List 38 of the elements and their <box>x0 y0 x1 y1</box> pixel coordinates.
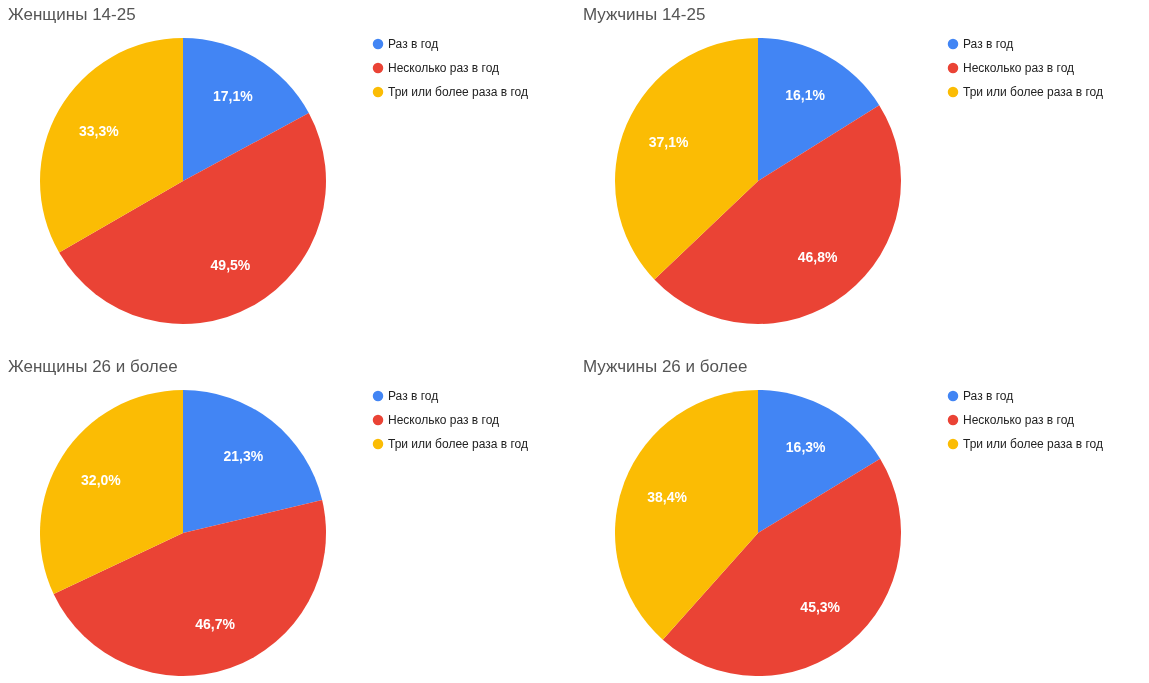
legend-label: Раз в год <box>388 389 439 403</box>
legend-label: Три или более раза в год <box>963 85 1104 99</box>
chart-title: Мужчины 14-25 <box>583 5 706 24</box>
pie-slice <box>59 113 326 324</box>
data-label: 38,4% <box>647 489 688 506</box>
legend-label: Несколько раз в год <box>388 413 500 427</box>
legend-label: Три или более раза в год <box>388 85 529 99</box>
data-label: 49,5% <box>210 256 251 273</box>
data-label: 37,1% <box>648 133 690 150</box>
data-label: 46,8% <box>797 248 838 265</box>
pie-slice <box>615 38 758 280</box>
legend-label: Несколько раз в год <box>388 61 500 75</box>
data-label: 16,1% <box>785 86 826 103</box>
chart-title: Мужчины 26 и более <box>583 357 748 376</box>
legend-label: Раз в год <box>963 389 1014 403</box>
pie-slice <box>615 390 758 640</box>
pie-slice <box>183 38 309 181</box>
data-label: 16,3% <box>785 439 827 456</box>
pie-slice <box>40 390 183 594</box>
data-label: 17,1% <box>212 88 254 105</box>
pie-slice <box>758 38 880 181</box>
legend-label: Несколько раз в год <box>963 61 1075 75</box>
pie-slice <box>183 390 323 533</box>
legend-label: Три или более раза в год <box>963 437 1104 451</box>
data-label: 21,3% <box>223 447 264 464</box>
data-label: 45,3% <box>800 598 841 615</box>
legend-label: Раз в год <box>963 37 1014 51</box>
data-label: 33,3% <box>78 123 120 140</box>
pie-slice <box>53 500 326 676</box>
data-label: 46,7% <box>195 615 236 632</box>
chart-title: Женщины 14-25 <box>8 5 136 24</box>
legend-label: Три или более раза в год <box>388 437 529 451</box>
data-label: 32,0% <box>81 471 122 488</box>
pie-slice <box>758 390 881 533</box>
legend-label: Несколько раз в год <box>963 413 1075 427</box>
pie-slice <box>40 38 183 253</box>
chart-title: Женщины 26 и более <box>8 357 178 376</box>
legend-label: Раз в год <box>388 37 439 51</box>
